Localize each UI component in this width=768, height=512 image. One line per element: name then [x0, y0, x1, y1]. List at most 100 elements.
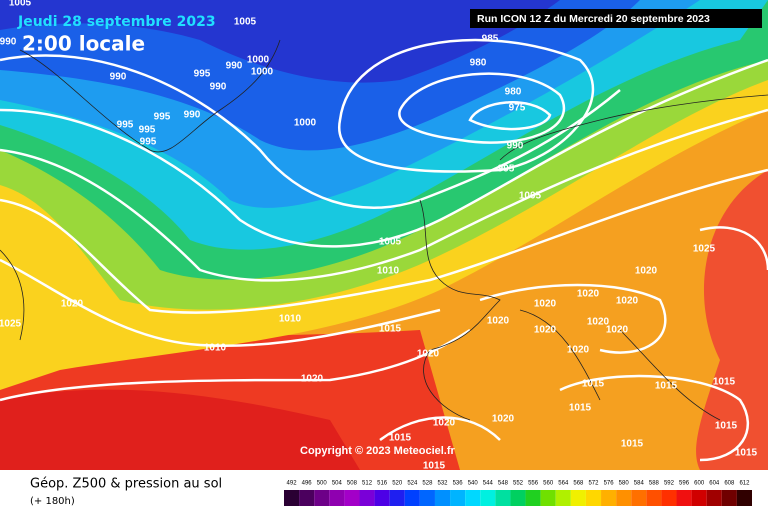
isobar-label: 1015: [735, 448, 758, 459]
scale-label: 528: [422, 481, 433, 487]
isobar-label: 1005: [379, 237, 402, 248]
isobar: [0, 108, 768, 282]
coastlines: [0, 39, 768, 421]
isobar-label: 990: [0, 37, 17, 48]
isobar: [0, 328, 471, 402]
isobar-label: 1015: [582, 379, 605, 390]
band: [696, 170, 768, 470]
isobar-label: 1005: [234, 17, 257, 28]
isobar-label: 1025: [693, 244, 716, 255]
scale-label: 520: [392, 481, 403, 487]
isobar-label: 995: [117, 120, 134, 131]
scale-swatch: [329, 490, 345, 506]
isobar-label: 980: [470, 58, 487, 69]
isobar-label: 990: [184, 110, 201, 121]
scale-swatch: [540, 490, 556, 506]
isobar: [468, 101, 552, 131]
date: Jeudi 28 septembre 2023: [17, 14, 216, 30]
isobar-label: 1015: [715, 421, 738, 432]
isobar-label: 1015: [423, 461, 446, 472]
scale-label: 580: [619, 481, 630, 487]
scale-label: 524: [407, 481, 418, 487]
isobar: [338, 38, 595, 173]
footer-title: Géop. Z500 & pression au sol: [30, 477, 222, 492]
color-scale: 492 496 500 504 508 512 516 520 524 528 532 536 540 5…: [284, 481, 752, 506]
footer-lead: (+ 180h): [30, 496, 75, 507]
isobar-label: 1020: [534, 299, 557, 310]
scale-label: 592: [664, 481, 675, 487]
coastline: [419, 199, 501, 421]
scale-swatch: [585, 490, 602, 506]
scale-swatch: [510, 490, 526, 506]
isobar: [0, 258, 441, 348]
scale-label: 568: [573, 481, 584, 487]
scale-label: 600: [694, 481, 705, 487]
isobar-label: 1000: [251, 67, 274, 78]
scale-swatch: [404, 490, 420, 506]
isobar-label: 1015: [379, 324, 402, 335]
isobar-label: 1020: [301, 374, 324, 385]
scale-swatch: [706, 490, 722, 506]
isobar-label: 1015: [621, 439, 644, 450]
scale-swatch: [721, 490, 737, 506]
band: [0, 389, 360, 470]
isobar-label: 995: [498, 164, 515, 175]
scale-swatch: [314, 490, 330, 506]
scale-label: 560: [543, 481, 554, 487]
scale-label: 500: [317, 481, 328, 487]
scale-swatch: [434, 490, 451, 506]
isobar-label: 1020: [487, 316, 510, 327]
scale-swatch: [646, 490, 662, 506]
scale-swatch: [631, 490, 647, 506]
isobar-label: 995: [154, 112, 171, 123]
scale-swatch: [374, 490, 390, 506]
isobar-label: 985: [482, 34, 499, 45]
scale-swatch: [661, 490, 677, 506]
isobar: [0, 168, 768, 314]
scale-swatch: [676, 490, 692, 506]
isobar-label: 1000: [247, 55, 270, 66]
run-box: [470, 9, 762, 28]
scale-label: 588: [649, 481, 660, 487]
isobar: [699, 226, 768, 271]
scale-label: 508: [347, 481, 358, 487]
isobar-label: 1020: [417, 349, 440, 360]
scale-swatch: [359, 490, 375, 506]
isobar: [379, 416, 501, 442]
isobar-label: 1020: [433, 418, 456, 429]
field: [0, 0, 768, 470]
isobar-label: 990: [226, 61, 243, 72]
band: [0, 0, 560, 83]
isobar-label: 1010: [377, 266, 400, 277]
isobar-label: 1010: [204, 343, 227, 354]
isobar: [0, 58, 768, 248]
isobars: [0, 38, 768, 462]
scale-label: 536: [453, 481, 464, 487]
scale-swatch: [525, 490, 541, 506]
scale-label: 556: [528, 481, 539, 487]
isobar-label: 1020: [534, 325, 557, 336]
scale-swatch: [344, 490, 360, 506]
copyright: Copyright © 2023 Meteociel.fr: [300, 445, 456, 457]
scale-label: 496: [302, 481, 313, 487]
scale-label: 548: [498, 481, 509, 487]
scale-swatch: [691, 490, 707, 506]
run-info: Run ICON 12 Z du Mercredi 20 septembre 2…: [477, 13, 710, 25]
scale-swatch: [389, 490, 405, 506]
isobar-label: 1005: [519, 191, 542, 202]
isobar-label: 1015: [655, 381, 678, 392]
scale-swatch: [570, 490, 586, 506]
coastline: [0, 249, 25, 341]
isobar-label: 995: [139, 125, 156, 136]
time: 2:00 locale: [22, 32, 145, 56]
scale-label: 552: [513, 481, 524, 487]
isobar-label: 995: [140, 137, 157, 148]
scale-swatch: [284, 490, 300, 506]
scale-label: 604: [709, 481, 720, 487]
scale-label: 516: [377, 481, 388, 487]
scale-label: 540: [468, 481, 479, 487]
isobar-label: 990: [110, 72, 127, 83]
isobar-label: 990: [210, 82, 227, 93]
isobar-label: 995: [194, 69, 211, 80]
